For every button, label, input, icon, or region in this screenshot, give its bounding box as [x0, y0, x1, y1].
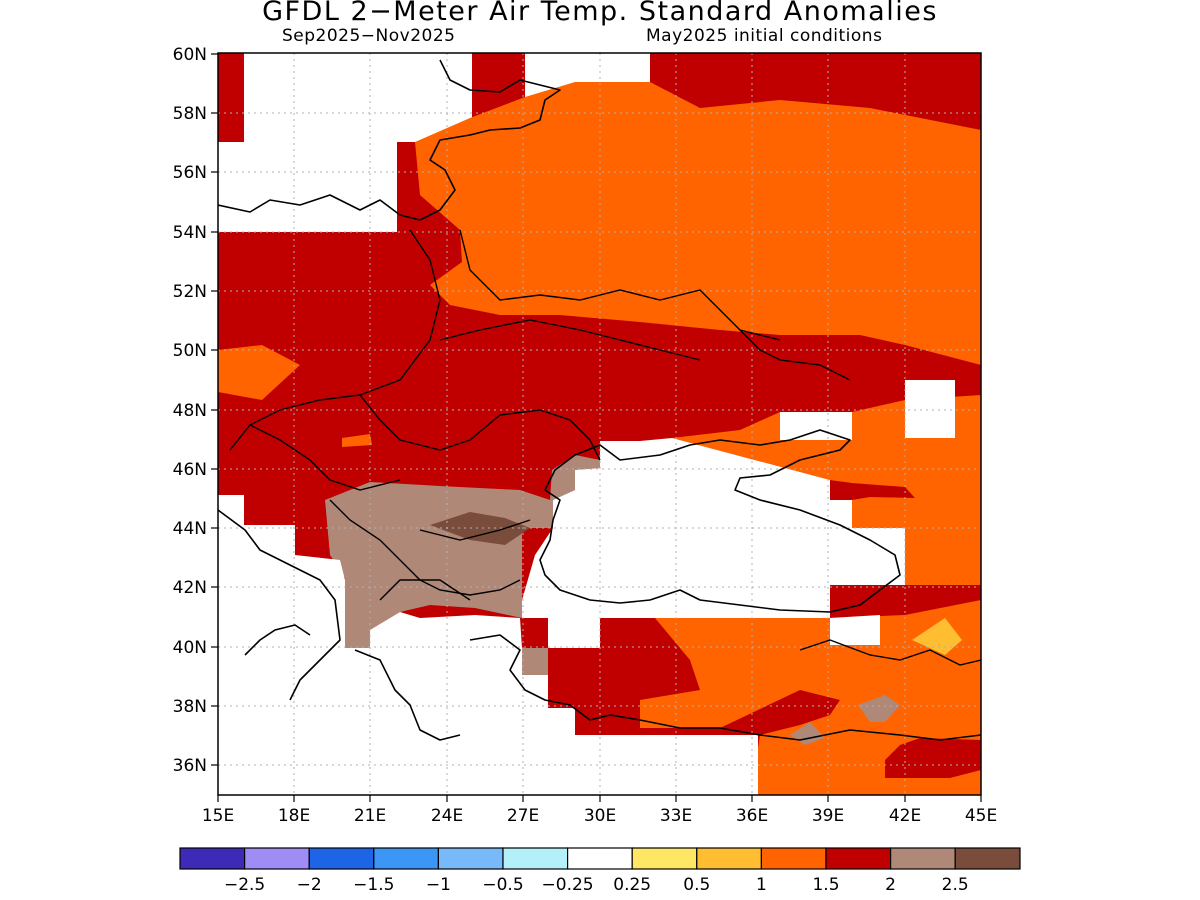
lat-label: 40N — [173, 638, 207, 658]
legend-label: 2 — [885, 875, 896, 895]
legend-label: −1.5 — [353, 875, 394, 895]
legend-label: −1 — [426, 875, 451, 895]
legend-label: 0.25 — [613, 875, 651, 895]
lon-label: 21E — [354, 806, 386, 826]
legend-swatch — [825, 847, 892, 870]
legend-swatch — [308, 847, 375, 870]
legend-label: 1 — [756, 875, 767, 895]
legend-swatch — [889, 847, 956, 870]
legend-swatch — [179, 847, 246, 870]
forecast-period: Sep2025−Nov2025 — [282, 26, 456, 46]
legend-label: 0.5 — [683, 875, 710, 895]
lat-label: 42N — [173, 578, 207, 598]
coastlines — [218, 59, 981, 741]
lat-label: 46N — [173, 460, 207, 480]
legend-swatch — [437, 847, 504, 870]
lat-label: 56N — [173, 163, 207, 183]
lat-label: 44N — [173, 519, 207, 539]
lat-label: 54N — [173, 223, 207, 243]
lat-label: 60N — [173, 45, 207, 65]
lat-label: 52N — [173, 282, 207, 302]
lon-label: 45E — [965, 806, 997, 826]
lat-label: 48N — [173, 401, 207, 421]
legend-swatch — [954, 847, 1021, 870]
legend-label: −0.5 — [482, 875, 523, 895]
legend-swatch — [696, 847, 762, 870]
legend-label: 2.5 — [942, 875, 969, 895]
lon-label: 33E — [660, 806, 692, 826]
lon-label: 18E — [278, 806, 310, 826]
legend-swatch — [566, 847, 633, 870]
legend-swatch — [760, 847, 827, 870]
legend-label: −2 — [297, 875, 322, 895]
lat-ticks — [211, 53, 218, 766]
lon-label: 27E — [507, 806, 539, 826]
map-title: GFDL 2−Meter Air Temp. Standard Anomalie… — [262, 0, 938, 27]
legend-swatch — [502, 847, 569, 870]
lon-label: 39E — [812, 806, 844, 826]
legend-swatch — [244, 847, 310, 870]
anomaly-fill — [218, 53, 981, 795]
lat-label: 50N — [173, 341, 207, 361]
lon-label: 24E — [431, 806, 463, 826]
legend-swatch — [373, 847, 439, 870]
legend-swatch — [631, 847, 698, 870]
lon-label: 42E — [889, 806, 921, 826]
lat-label: 36N — [173, 756, 207, 776]
grid-lines — [218, 53, 981, 795]
color-legend — [179, 847, 1021, 870]
lat-label: 38N — [173, 697, 207, 717]
lat-label: 58N — [173, 104, 207, 124]
initial-conditions: May2025 initial conditions — [646, 26, 883, 46]
lon-label: 30E — [584, 806, 616, 826]
lon-ticks — [217, 795, 982, 802]
legend-label: 1.5 — [812, 875, 839, 895]
lon-label: 15E — [202, 806, 234, 826]
lon-label: 36E — [736, 806, 768, 826]
country-borders — [229, 229, 981, 666]
legend-label: −0.25 — [542, 875, 594, 895]
legend-label: −2.5 — [224, 875, 265, 895]
